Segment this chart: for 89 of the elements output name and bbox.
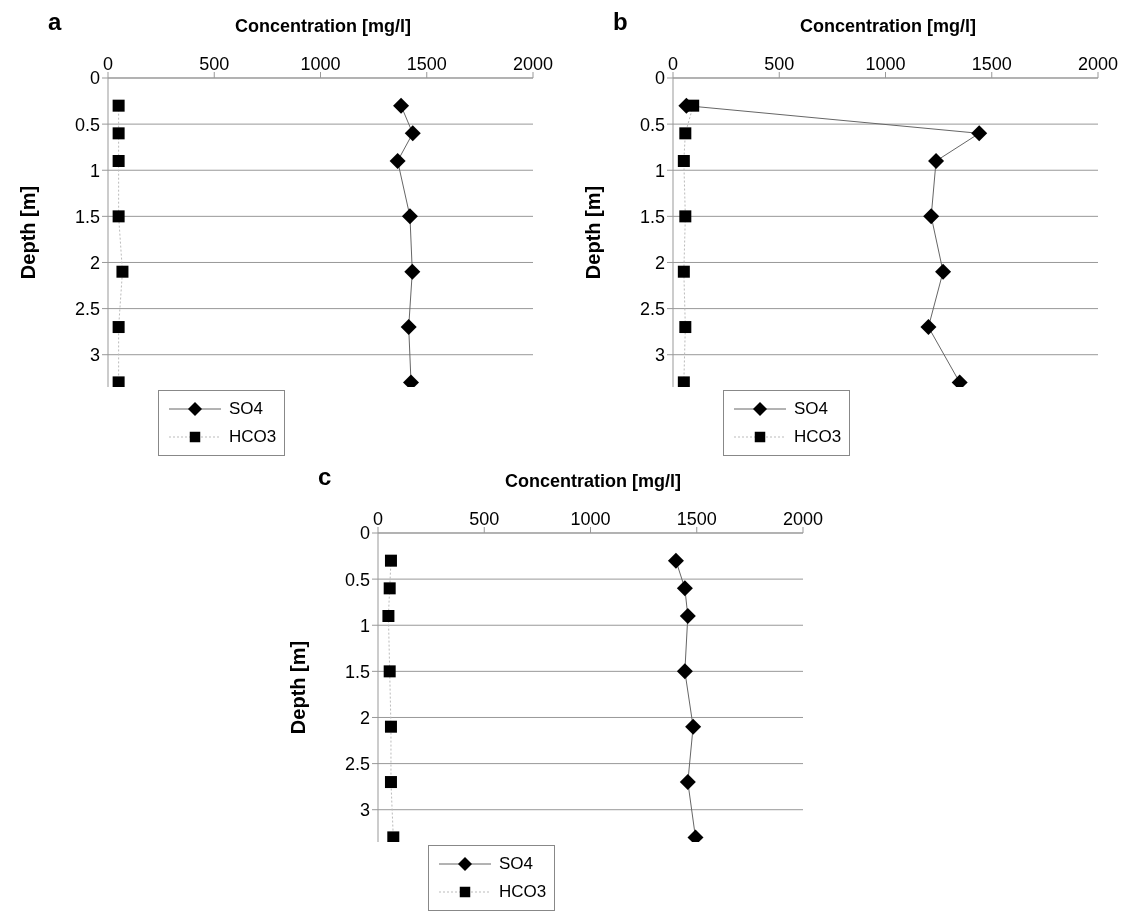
point	[387, 831, 400, 842]
x-tick-label: 500	[199, 54, 230, 74]
y-tick-label: 0	[654, 68, 665, 89]
y-tick-label: 3	[359, 800, 370, 821]
point	[384, 776, 397, 789]
y-tick-label: 0.5	[639, 114, 665, 135]
x-tick-label: 1500	[971, 54, 1012, 74]
point	[677, 376, 690, 387]
chart-title: b	[613, 8, 628, 36]
point	[667, 552, 684, 569]
y-tick-label: 1.5	[639, 206, 665, 227]
x-axis-title: Concentration [mg/l]	[504, 471, 682, 492]
point	[112, 127, 125, 140]
y-tick-label: 1	[89, 160, 100, 181]
y-tick-label: 3	[89, 345, 100, 366]
y-tick-label: 2.5	[639, 298, 665, 319]
x-axis-title: Concentration [mg/l]	[234, 16, 412, 37]
y-tick-label: 1.5	[344, 661, 370, 682]
point	[928, 153, 945, 170]
y-tick-label: 0.5	[74, 114, 100, 135]
point	[679, 608, 696, 625]
point	[971, 125, 988, 142]
y-tick-label: 1	[359, 615, 370, 636]
point	[679, 321, 692, 334]
legend-label: SO4	[499, 854, 534, 874]
legend-label: HCO3	[794, 427, 842, 447]
y-tick-label: 2	[654, 252, 665, 273]
legend-label: SO4	[229, 399, 264, 419]
point	[384, 554, 397, 567]
y-tick-label: 3	[654, 345, 665, 366]
point	[112, 376, 125, 387]
chart-title: c	[318, 463, 332, 491]
x-tick-label: 1000	[570, 509, 611, 529]
point	[112, 155, 125, 168]
point	[382, 610, 395, 623]
point	[112, 321, 125, 334]
x-tick-label: 1500	[406, 54, 447, 74]
x-tick-label: 0	[102, 54, 114, 74]
legend-label: HCO3	[229, 427, 277, 447]
point	[687, 99, 700, 112]
point	[389, 153, 406, 170]
y-tick-label: 0.5	[344, 569, 370, 590]
x-tick-label: 500	[469, 509, 500, 529]
legend-label: SO4	[794, 399, 829, 419]
point	[116, 265, 129, 278]
point	[383, 582, 396, 595]
y-tick-label: 0	[359, 523, 370, 544]
x-tick-label: 2000	[1077, 54, 1119, 74]
point	[393, 97, 410, 114]
y-tick-label: 0	[89, 68, 100, 89]
point	[679, 127, 692, 140]
point	[401, 208, 418, 225]
point	[384, 720, 397, 733]
point	[676, 580, 693, 597]
point	[677, 155, 690, 168]
point	[112, 210, 125, 223]
point	[685, 718, 702, 735]
y-tick-label: 1	[654, 160, 665, 181]
point	[679, 774, 696, 791]
point	[400, 319, 417, 336]
x-tick-label: 0	[372, 509, 384, 529]
x-axis-title: Concentration [mg/l]	[799, 16, 977, 37]
chart-title: a	[48, 8, 62, 36]
x-tick-label: 500	[764, 54, 795, 74]
point	[404, 125, 421, 142]
x-tick-label: 0	[667, 54, 679, 74]
point	[676, 663, 693, 680]
y-tick-label: 2.5	[74, 298, 100, 319]
x-tick-label: 1000	[300, 54, 341, 74]
point	[404, 263, 421, 280]
point	[112, 99, 125, 112]
point	[923, 208, 940, 225]
y-tick-label: 2	[359, 707, 370, 728]
y-tick-label: 1.5	[74, 206, 100, 227]
x-tick-label: 1500	[676, 509, 717, 529]
x-tick-label: 2000	[782, 509, 824, 529]
y-axis-title: Depth [m]	[582, 185, 605, 280]
point	[920, 319, 937, 336]
x-tick-label: 1000	[865, 54, 906, 74]
point	[679, 210, 692, 223]
legend-label: HCO3	[499, 882, 547, 902]
point	[935, 263, 952, 280]
x-tick-label: 2000	[512, 54, 554, 74]
point	[677, 265, 690, 278]
point	[383, 665, 396, 678]
y-axis-title: Depth [m]	[287, 640, 310, 735]
y-tick-label: 2	[89, 252, 100, 273]
y-axis-title: Depth [m]	[17, 185, 40, 280]
y-tick-label: 2.5	[344, 753, 370, 774]
